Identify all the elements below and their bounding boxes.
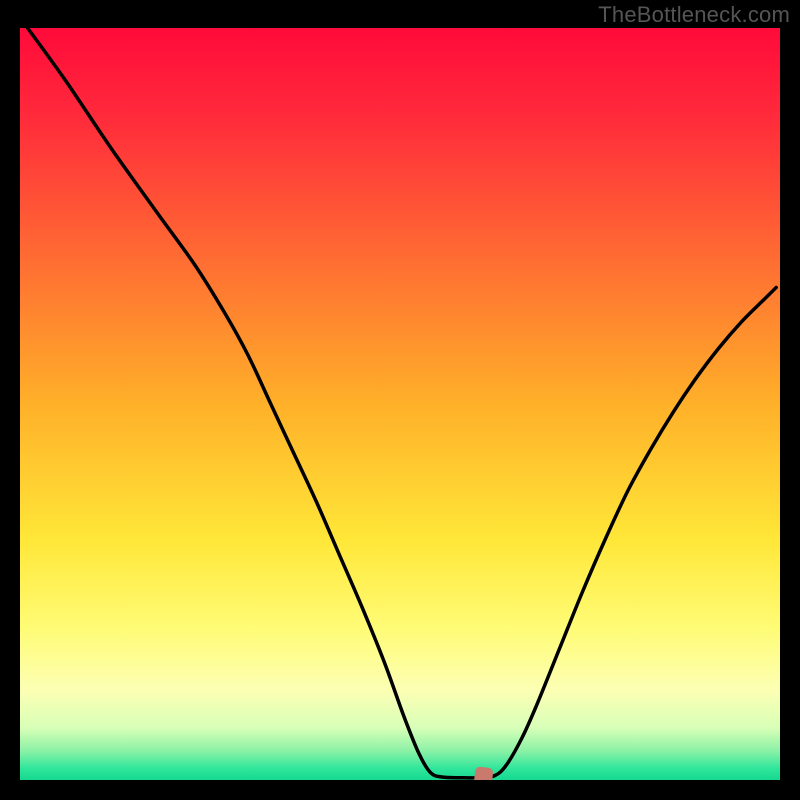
gradient-background	[20, 28, 780, 780]
chart-frame: TheBottleneck.com	[0, 0, 800, 800]
optimum-marker	[474, 766, 494, 780]
plot-area	[20, 28, 780, 780]
plot-svg	[20, 28, 780, 780]
watermark-text: TheBottleneck.com	[598, 2, 790, 28]
